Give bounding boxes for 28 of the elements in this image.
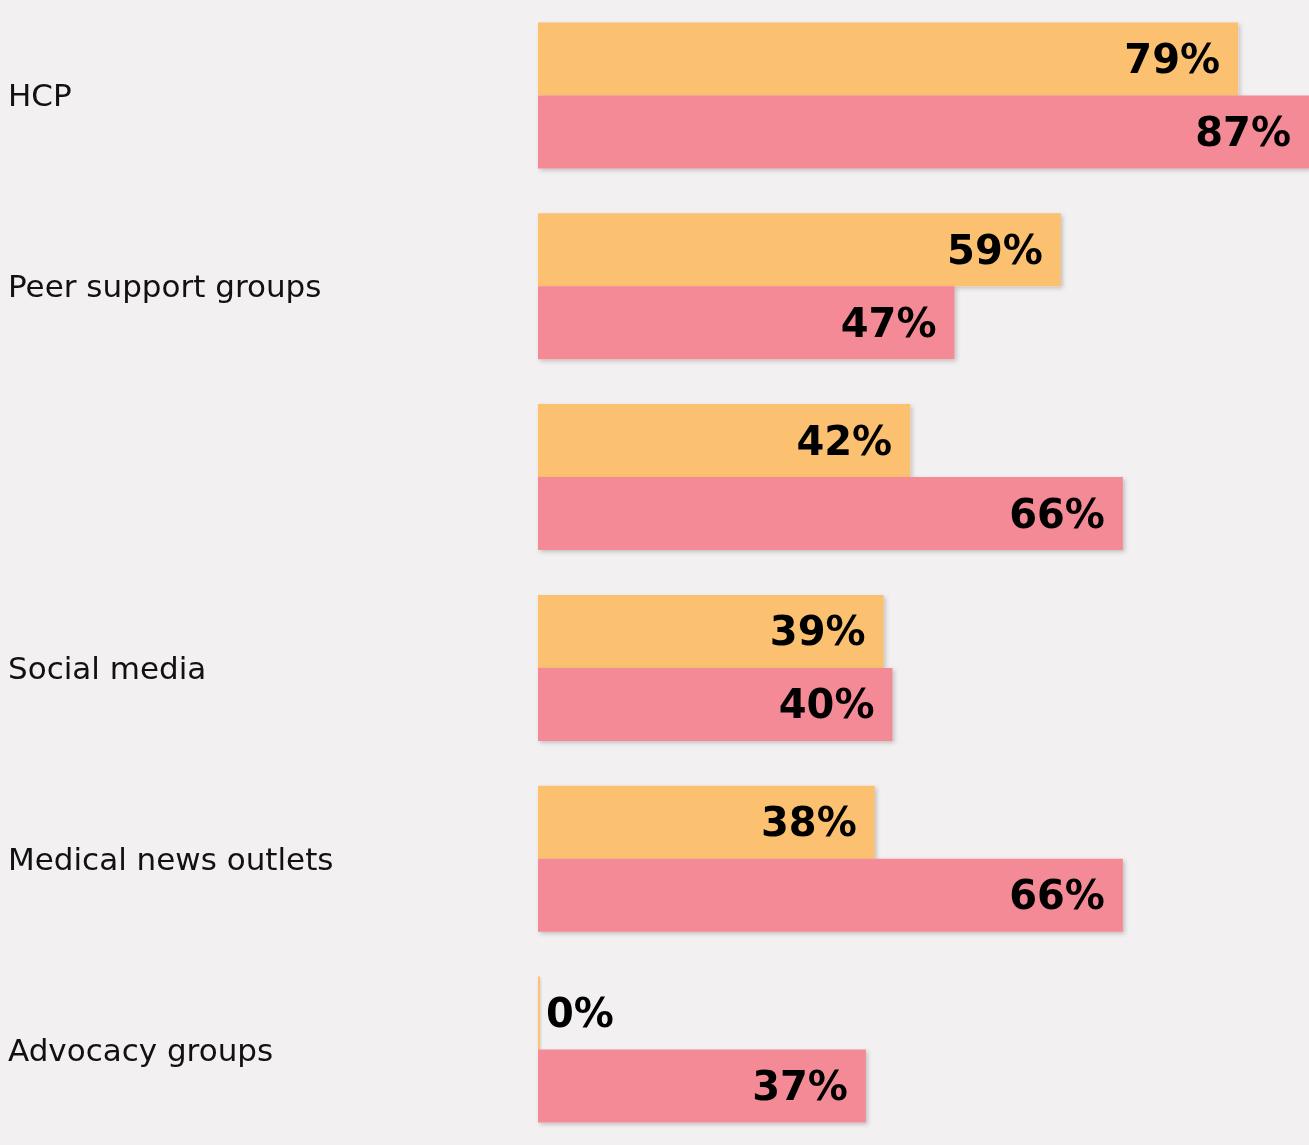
bar bbox=[538, 286, 955, 360]
bar bbox=[538, 404, 911, 478]
data-label: 47% bbox=[840, 299, 937, 346]
data-label: 39% bbox=[769, 608, 866, 655]
data-label: 87% bbox=[1195, 108, 1291, 155]
bar bbox=[538, 213, 1061, 287]
bar bbox=[538, 22, 1239, 96]
bar bbox=[538, 1049, 866, 1123]
data-label: 42% bbox=[796, 417, 893, 464]
y-tick-label: HCP bbox=[8, 77, 72, 114]
data-label: 0% bbox=[546, 990, 614, 1037]
bar bbox=[538, 667, 893, 741]
y-tick-label: Medical news outlets bbox=[8, 840, 334, 877]
bar bbox=[538, 785, 875, 859]
bar bbox=[538, 477, 1123, 551]
bar bbox=[538, 594, 884, 668]
data-label: 37% bbox=[752, 1063, 848, 1110]
y-tick-label: Advocacy groups bbox=[8, 1031, 274, 1068]
bar bbox=[538, 95, 1309, 169]
y-tick-label: Peer support groups bbox=[8, 268, 322, 305]
data-label: 66% bbox=[1009, 872, 1105, 919]
data-label: 40% bbox=[778, 681, 875, 728]
data-label: 66% bbox=[1009, 490, 1105, 537]
data-label: 59% bbox=[947, 226, 1043, 273]
y-tick-label: Social media bbox=[8, 649, 207, 686]
data-label: 38% bbox=[761, 799, 857, 846]
data-label: 79% bbox=[1124, 35, 1221, 82]
bar bbox=[538, 858, 1123, 932]
